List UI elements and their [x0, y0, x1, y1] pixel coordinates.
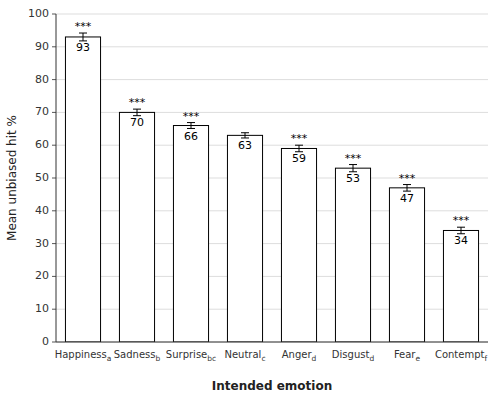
- significance-label: ***: [399, 172, 416, 185]
- tick-mark: [52, 210, 56, 211]
- grid-line: [56, 14, 488, 15]
- bar: [227, 135, 262, 342]
- error-bar-stem: [461, 227, 462, 234]
- tick-mark: [52, 342, 56, 343]
- bar: [389, 188, 424, 342]
- category-label-group: Sadnessb: [114, 349, 161, 363]
- error-bar-stem: [83, 33, 84, 41]
- tick-mark: [52, 145, 56, 146]
- category-label: Surprise: [166, 349, 207, 360]
- error-bar: [241, 133, 249, 138]
- tick-label: 100: [28, 7, 49, 20]
- tick-mark: [52, 243, 56, 244]
- error-bar-stem: [353, 165, 354, 172]
- grid-line: [56, 79, 488, 80]
- category-subscript: e: [415, 354, 420, 363]
- x-axis-title: Intended emotion: [212, 379, 332, 393]
- category-subscript: d: [369, 354, 374, 363]
- chart-svg: 0 10 20 30 40 50 60 70 80 90 100 93 *** 70 *** 66 *** 63 5…: [0, 0, 500, 404]
- bar: [119, 112, 154, 342]
- data-label: 34: [454, 234, 468, 247]
- category-subscript: a: [107, 354, 112, 363]
- error-bar-stem: [137, 109, 138, 116]
- error-bar-cap: [241, 132, 249, 133]
- category-label: Contempt: [435, 349, 485, 360]
- significance-label: ***: [291, 132, 308, 145]
- tick-label: 30: [35, 237, 49, 250]
- bar: [443, 230, 478, 342]
- data-label: 53: [346, 172, 360, 185]
- category-label-group: Angerd: [282, 349, 317, 363]
- bar: [173, 126, 208, 342]
- tick-label: 20: [35, 269, 49, 282]
- data-label: 66: [184, 130, 198, 143]
- error-bar: [403, 185, 411, 192]
- category-label: Disgust: [332, 349, 370, 360]
- category-label-group: Feare: [394, 349, 421, 363]
- error-bar: [295, 145, 303, 152]
- category-label-group: Contemptf: [435, 349, 488, 363]
- chart-container: 0 10 20 30 40 50 60 70 80 90 100 93 *** 70 *** 66 *** 63 5…: [0, 0, 500, 404]
- error-bar-stem: [245, 133, 246, 138]
- tick-label: 40: [35, 204, 49, 217]
- category-label-group: Disgustd: [332, 349, 375, 363]
- grid-line: [56, 46, 488, 47]
- error-bar-stem: [299, 145, 300, 152]
- tick-label: 0: [42, 335, 49, 348]
- tick-label: 90: [35, 40, 49, 53]
- category-subscript: b: [155, 354, 160, 363]
- category-subscript: d: [312, 354, 317, 363]
- data-label: 70: [130, 116, 144, 129]
- bar: [65, 37, 100, 342]
- error-bar-stem: [407, 185, 408, 192]
- tick-mark: [52, 112, 56, 113]
- significance-label: ***: [453, 214, 470, 227]
- error-bar: [457, 227, 465, 234]
- tick-label: 70: [35, 105, 49, 118]
- bar: [335, 168, 370, 342]
- tick-label: 80: [35, 73, 49, 86]
- grid-line: [56, 342, 488, 343]
- significance-label: ***: [345, 152, 362, 165]
- x-axis-line: [56, 342, 488, 343]
- tick-label: 10: [35, 302, 49, 315]
- significance-label: ***: [129, 96, 146, 109]
- category-subscript: f: [484, 354, 487, 363]
- grid: [56, 14, 488, 342]
- data-label: 47: [400, 192, 414, 205]
- tick-label: 50: [35, 171, 49, 184]
- y-axis-title: Mean unbiased hit %: [5, 115, 19, 241]
- category-label-group: Neutralc: [224, 349, 265, 363]
- category-label: Happiness: [55, 349, 107, 360]
- tick-mark: [52, 79, 56, 80]
- tick-mark: [52, 178, 56, 179]
- tick-mark: [52, 14, 56, 15]
- category-subscript: c: [261, 354, 265, 363]
- data-label: 63: [238, 139, 252, 152]
- error-bar: [133, 109, 141, 116]
- bar: [281, 148, 316, 342]
- significance-label: ***: [183, 110, 200, 123]
- data-label: 93: [76, 41, 90, 54]
- tick-mark: [52, 46, 56, 47]
- error-bar-cap: [241, 137, 249, 138]
- category-label: Fear: [394, 349, 416, 360]
- error-bar: [349, 165, 357, 172]
- data-label: 59: [292, 152, 306, 165]
- error-bar: [187, 123, 195, 129]
- significance-label: ***: [75, 20, 92, 33]
- category-label: Anger: [282, 349, 313, 360]
- category-label-group: Happinessa: [55, 349, 112, 363]
- tick-mark: [52, 276, 56, 277]
- category-subscript: bc: [207, 354, 216, 363]
- category-label: Sadness: [114, 349, 156, 360]
- y-axis-line: [56, 14, 57, 342]
- error-bar-stem: [191, 123, 192, 129]
- tick-label: 60: [35, 138, 49, 151]
- error-bar: [79, 33, 87, 41]
- category-label: Neutral: [224, 349, 261, 360]
- tick-mark: [52, 309, 56, 310]
- marks: [65, 33, 478, 342]
- category-label-group: Surprisebc: [166, 349, 216, 363]
